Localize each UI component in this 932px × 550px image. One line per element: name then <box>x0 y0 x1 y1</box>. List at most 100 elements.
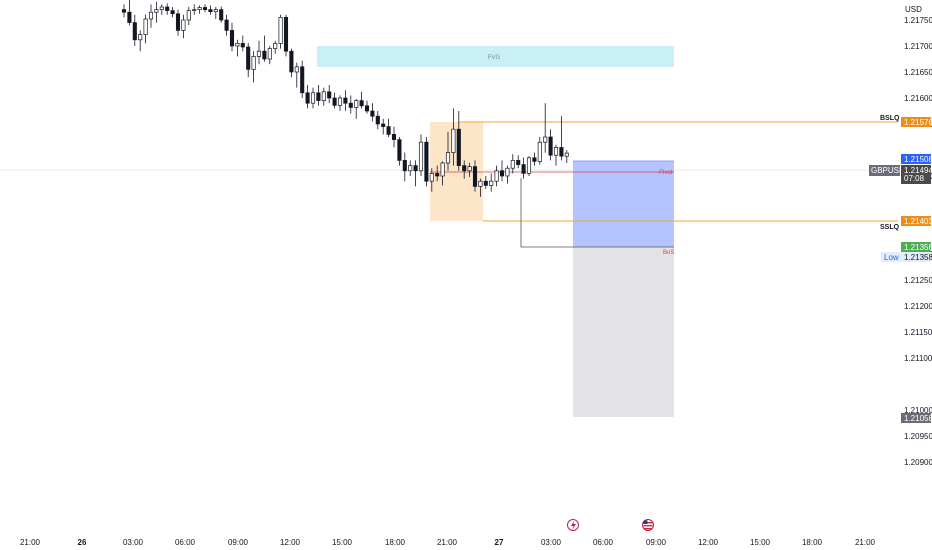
bear-candle <box>375 115 380 125</box>
svg-text:GBPUSD: GBPUSD <box>871 166 905 175</box>
bull-candle <box>213 9 218 13</box>
bslq-label: BSLQ <box>880 115 900 122</box>
bear-candle <box>332 97 337 106</box>
bear-candle <box>435 173 440 177</box>
bull-candle <box>310 92 316 104</box>
bear-candle <box>532 157 537 162</box>
bear-candle <box>386 126 391 135</box>
bull-candle <box>181 19 186 31</box>
svg-text:1.21403: 1.21403 <box>904 217 932 226</box>
time-tick-label: 03:00 <box>541 538 562 547</box>
price-axis[interactable]: USD 1.217501.217001.216501.216001.215501… <box>904 5 932 467</box>
currency-label: USD <box>905 5 922 14</box>
time-axis[interactable]: 21:00 26 03:00 06:00 09:00 12:00 15:00 18:00 21:… <box>20 538 876 547</box>
bull-candle <box>154 9 159 13</box>
bear-candle <box>300 66 305 94</box>
bull-candle <box>294 66 299 73</box>
bear-candle <box>343 97 348 104</box>
fvg-label: FVG <box>488 55 501 61</box>
price-tick-label: 1.21650 <box>904 68 932 77</box>
price-tick-label: 1.21250 <box>904 276 932 285</box>
bull-candle <box>451 128 456 153</box>
price-tick-label: 1.20900 <box>904 458 932 467</box>
svg-text:1.21494: 1.21494 <box>904 166 932 175</box>
svg-text:1.21358: 1.21358 <box>904 243 932 252</box>
bull-candle <box>235 43 240 47</box>
price-tick-label: 1.21100 <box>904 354 932 363</box>
bull-candle <box>564 152 569 157</box>
bull-candle <box>321 91 326 101</box>
time-tick-label: 06:00 <box>593 538 614 547</box>
bull-candle <box>478 180 483 187</box>
lightning-icon[interactable] <box>567 519 579 531</box>
bull-candle <box>278 17 283 44</box>
bear-candle <box>229 30 235 47</box>
bull-candle <box>197 7 202 10</box>
pivot-label: Pivot <box>659 170 673 176</box>
price-tick-label: 1.21700 <box>904 42 932 51</box>
bear-candle <box>472 166 478 187</box>
time-tick-label: 03:00 <box>123 538 144 547</box>
target-zone[interactable] <box>573 161 674 247</box>
bear-candle <box>246 46 251 70</box>
bear-candle <box>208 9 213 13</box>
bull-candle <box>337 97 343 106</box>
bear-candle <box>316 92 321 101</box>
low-price-tag: Low 1.21358 <box>881 252 932 262</box>
bear-candle <box>121 9 127 13</box>
time-tick-label: 06:00 <box>175 538 196 547</box>
bear-candle <box>289 50 294 73</box>
bull-candle <box>440 162 445 177</box>
bull-candle <box>489 180 494 186</box>
bull-candle <box>273 43 278 49</box>
time-tick-label: 18:00 <box>802 538 823 547</box>
candles-group <box>121 0 569 197</box>
green-price-tag: 1.21358 <box>901 242 932 252</box>
bear-candle <box>559 147 564 157</box>
sslq-price-tag: 1.21403 <box>901 216 932 226</box>
bear-candle <box>521 164 526 174</box>
bear-candle <box>283 17 289 52</box>
bull-candle <box>505 167 510 177</box>
us-flag-icon[interactable] <box>642 519 654 531</box>
bull-candle <box>494 170 499 182</box>
bull-candle <box>267 48 272 60</box>
bear-candle <box>305 92 310 104</box>
bear-candle <box>413 165 418 172</box>
bear-candle <box>483 180 488 186</box>
bos-line[interactable] <box>520 178 674 248</box>
bslq-price-tag: 1.21576 <box>901 117 932 127</box>
bull-candle <box>543 136 548 143</box>
bull-candle <box>143 18 148 35</box>
time-tick-label: 09:00 <box>228 538 249 547</box>
bear-candle <box>402 160 407 172</box>
bear-candle <box>202 7 208 10</box>
bull-candle <box>526 157 532 174</box>
bear-candle <box>327 91 332 99</box>
bos-label: BoS <box>663 250 674 256</box>
bear-candle <box>516 160 521 165</box>
bear-candle <box>359 100 364 107</box>
time-tick-label: 09:00 <box>646 538 667 547</box>
price-tick-label: 1.21150 <box>904 328 932 337</box>
price-tick-label: 1.21750 <box>904 16 932 25</box>
svg-text:1.21358: 1.21358 <box>904 253 932 262</box>
bear-candle <box>170 10 175 15</box>
time-tick-label: 26 <box>78 538 87 547</box>
bear-candle <box>462 165 467 172</box>
bear-candle <box>165 6 170 11</box>
time-tick-label: 15:00 <box>750 538 771 547</box>
svg-text:07:08: 07:08 <box>904 174 925 183</box>
price-tick-label: 1.21200 <box>904 302 932 311</box>
price-tick-label: 1.20950 <box>904 432 932 441</box>
bear-candle <box>397 139 402 161</box>
bear-candle <box>262 50 267 60</box>
time-tick-label: 12:00 <box>280 538 301 547</box>
bear-candle <box>381 123 386 127</box>
svg-text:1.21058: 1.21058 <box>904 414 932 423</box>
stop-price-tag: 1.21058 <box>901 413 932 423</box>
stop-loss-zone[interactable] <box>573 247 674 417</box>
bear-candle <box>224 19 229 31</box>
fvg-zone[interactable] <box>317 46 674 67</box>
